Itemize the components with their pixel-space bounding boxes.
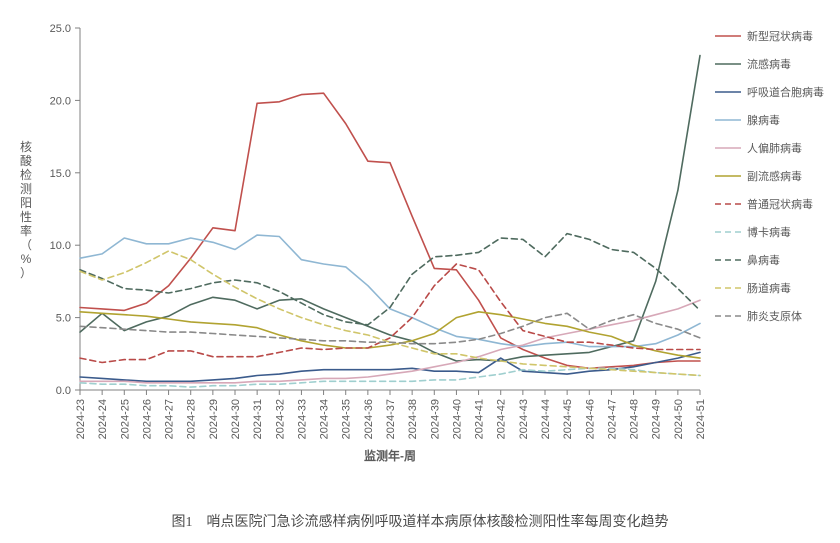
y-axis-label: 测: [20, 182, 32, 196]
x-tick-label: 2024-45: [562, 399, 574, 439]
x-tick-label: 2024-37: [385, 399, 397, 439]
y-axis-label: 核: [20, 140, 32, 154]
x-tick-label: 2024-38: [407, 399, 419, 439]
y-tick-label: 10.0: [50, 240, 71, 252]
x-tick-label: 2024-39: [429, 399, 441, 439]
x-tick-label: 2024-41: [474, 399, 486, 439]
legend-label: 博卡病毒: [747, 225, 791, 239]
x-tick-label: 2024-48: [629, 399, 641, 439]
series-line: [80, 93, 700, 368]
x-tick-label: 2024-44: [540, 399, 552, 439]
legend-label: 肺炎支原体: [747, 309, 802, 323]
x-tick-label: 2024-24: [97, 399, 109, 439]
x-tick-label: 2024-43: [518, 399, 530, 439]
y-tick-label: 15.0: [50, 168, 71, 180]
x-tick-label: 2024-33: [296, 399, 308, 439]
x-tick-label: 2024-51: [695, 399, 707, 439]
series-line: [80, 368, 700, 387]
legend-label: 普通冠状病毒: [747, 197, 813, 211]
y-axis-label: 性: [20, 210, 32, 224]
legend-label: 鼻病毒: [747, 253, 780, 267]
y-tick-label: 0.0: [56, 385, 71, 397]
x-tick-label: 2024-32: [274, 399, 286, 439]
x-tick-label: 2024-36: [363, 399, 375, 439]
line-chart: 0.0 5.0 10.0 15.0 20.0 25.0 2024-23 2024-24 2024…: [0, 0, 840, 500]
y-axis-label: %: [21, 252, 32, 266]
x-tick-label: 2024-27: [164, 399, 176, 439]
series-line: [80, 56, 700, 362]
y-axis-label: 阳: [20, 196, 32, 210]
x-tick-label: 2024-35: [341, 399, 353, 439]
x-tick-label: 2024-30: [230, 399, 242, 439]
x-tick-label: 2024-47: [606, 399, 618, 439]
x-tick-label: 2024-50: [673, 399, 685, 439]
y-axis-label: 酸: [20, 153, 32, 168]
x-tick-label: 2024-40: [451, 399, 463, 439]
series-line: [80, 313, 700, 343]
y-tick-label: 5.0: [56, 313, 71, 325]
x-tick-label: 2024-46: [584, 399, 596, 439]
y-tick-label: 25.0: [50, 23, 71, 35]
y-axis-label: ）: [20, 266, 32, 280]
x-axis-label: 监测年-周: [364, 448, 416, 463]
series-line: [80, 235, 700, 347]
x-tick-label: 2024-49: [651, 399, 663, 439]
y-tick-label: 20.0: [50, 95, 71, 107]
x-tick-label: 2024-31: [252, 399, 264, 439]
x-tick-label: 2024-25: [119, 399, 131, 439]
x-tick-label: 2024-28: [186, 399, 198, 439]
y-axis-label: 率: [20, 223, 32, 238]
legend-label: 呼吸道合胞病毒: [747, 85, 824, 99]
y-axis-label: 检: [20, 167, 32, 182]
x-tick-label: 2024-34: [319, 399, 331, 439]
x-tick-label: 2024-23: [75, 399, 87, 439]
legend-label: 流感病毒: [747, 57, 791, 71]
legend-label: 腺病毒: [747, 113, 780, 127]
x-tick-label: 2024-42: [496, 399, 508, 439]
figure-caption: 图1 哨点医院门急诊流感样病例呼吸道样本病原体核酸检测阳性率每周变化趋势: [0, 511, 840, 531]
legend-label: 新型冠状病毒: [747, 29, 813, 43]
x-tick-label: 2024-29: [208, 399, 220, 439]
y-axis-label: （: [20, 238, 32, 252]
legend-label: 人偏肺病毒: [747, 141, 802, 155]
x-tick-label: 2024-26: [141, 399, 153, 439]
legend-label: 肠道病毒: [747, 281, 791, 295]
legend-label: 副流感病毒: [747, 169, 802, 183]
